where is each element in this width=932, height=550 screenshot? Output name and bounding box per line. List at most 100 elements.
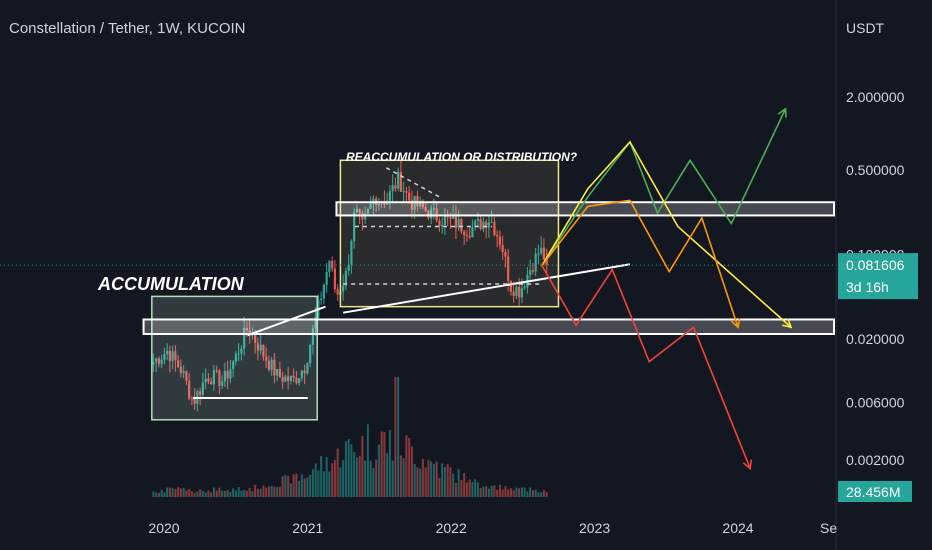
candle-body: [501, 244, 504, 253]
candle-body: [273, 359, 276, 376]
candle-body: [281, 376, 284, 382]
candle-body: [408, 192, 411, 201]
volume-bar: [317, 470, 320, 497]
volume-bar: [212, 487, 215, 497]
volume-bar: [540, 492, 543, 497]
volume-bar: [160, 489, 163, 497]
volume-bar: [281, 476, 284, 497]
volume-bar: [237, 486, 240, 497]
candle-body: [391, 185, 394, 192]
volume-bar: [298, 480, 301, 497]
candle-body: [540, 247, 543, 254]
candle-body: [399, 172, 403, 192]
currency-label: USDT: [846, 20, 885, 36]
volume-bar: [474, 479, 477, 497]
candle-body: [454, 216, 458, 228]
candle-body: [443, 216, 447, 225]
candle-body: [306, 363, 309, 374]
candle-body: [512, 291, 515, 296]
volume-bar: [185, 490, 188, 497]
volume-bar: [504, 486, 507, 497]
candle-body: [397, 172, 400, 189]
volume-bar: [501, 489, 504, 497]
candle-body: [545, 259, 548, 266]
time-tick-label: 2023: [579, 520, 610, 536]
candle-body: [243, 327, 246, 349]
candle-body: [509, 280, 513, 292]
candle-body: [487, 222, 491, 228]
volume-bar: [523, 487, 526, 497]
volume-bar: [443, 467, 446, 497]
candle-body: [267, 360, 270, 370]
candle-body: [155, 358, 158, 362]
candle-body: [358, 208, 361, 213]
candle-body: [160, 359, 163, 364]
volume-bar: [289, 483, 292, 497]
volume-bar: [413, 464, 416, 497]
volume-bar: [190, 491, 193, 497]
badges-layer: 0.081606 3d 16h 28.456M: [838, 253, 918, 502]
volume-bar: [518, 488, 521, 497]
candle-body: [344, 270, 348, 286]
candle-body: [152, 361, 155, 365]
volume-bar: [471, 481, 474, 497]
volume-bar: [328, 471, 331, 497]
volume-bar: [537, 492, 540, 497]
candle-body: [432, 208, 436, 210]
candle-body: [276, 368, 279, 376]
candle-body: [232, 361, 235, 370]
volume-bar: [476, 482, 479, 497]
volume-bar: [531, 490, 534, 497]
candle-body: [179, 366, 182, 373]
candle-body: [441, 224, 444, 227]
volume-bar: [240, 490, 243, 497]
volume-bar: [196, 491, 199, 497]
volume-bar: [336, 448, 339, 497]
volume-bar: [174, 489, 177, 497]
volume-bar: [520, 487, 523, 497]
volume-bar: [210, 492, 213, 497]
volume-bar: [485, 486, 488, 497]
candle-body: [256, 342, 259, 351]
volume-bar: [496, 489, 499, 497]
zones-layer: [142, 159, 836, 421]
volume-bar: [430, 461, 433, 497]
trend-line: [342, 263, 631, 314]
volume-bar: [347, 438, 350, 497]
time-tick-label: 2022: [436, 520, 467, 536]
candle-body: [251, 334, 254, 336]
volume-bar: [276, 487, 279, 497]
volume-bar: [391, 460, 394, 497]
volume-layer: [152, 377, 548, 497]
volume-bar: [320, 455, 323, 497]
candle-body: [190, 398, 193, 400]
volume-bar: [157, 492, 160, 497]
price-tick-label: 0.500000: [846, 162, 905, 178]
candle-body: [245, 327, 248, 331]
candle-body: [177, 360, 180, 367]
volume-bar: [361, 435, 364, 497]
volume-bar: [226, 489, 229, 497]
candle-body: [531, 270, 535, 272]
support-zone: [142, 318, 836, 335]
volume-bar: [490, 485, 493, 497]
volume-bar: [234, 490, 237, 497]
candle-body: [405, 191, 408, 193]
candle-body: [300, 370, 304, 379]
candle-body: [270, 359, 273, 370]
volume-bar: [333, 459, 336, 497]
volume-bar: [168, 487, 171, 497]
volume-bar: [441, 463, 444, 497]
candle-body: [174, 351, 177, 361]
volume-bar: [259, 489, 262, 497]
candle-body: [212, 370, 215, 385]
candle-body: [237, 353, 240, 355]
volume-bar: [479, 487, 482, 497]
volume-bar: [339, 467, 342, 497]
candle-body: [287, 376, 290, 381]
time-axis[interactable]: 2020 2021 2022 2023 2024 Se: [148, 520, 837, 536]
accumulation-label: ACCUMULATION: [97, 274, 245, 294]
volume-bar: [416, 467, 419, 497]
